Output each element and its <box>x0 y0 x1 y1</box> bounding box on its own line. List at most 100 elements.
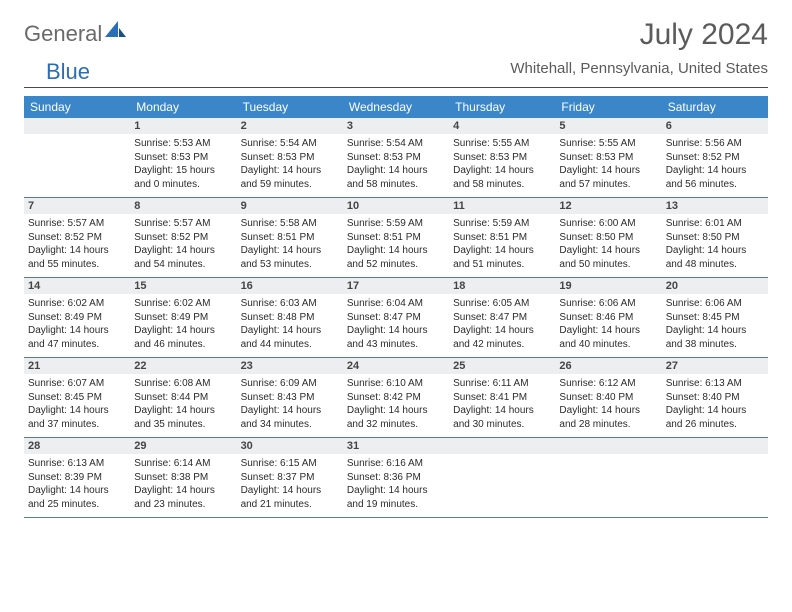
daylight-text: and 26 minutes. <box>666 418 764 432</box>
day-number: 29 <box>130 438 236 454</box>
daylight-text: and 58 minutes. <box>347 178 445 192</box>
dow-friday: Friday <box>555 96 661 118</box>
daylight-text: Daylight: 14 hours <box>241 164 339 178</box>
day-cell-10: 10Sunrise: 5:59 AMSunset: 8:51 PMDayligh… <box>343 198 449 277</box>
daylight-text: Daylight: 14 hours <box>28 324 126 338</box>
daylight-text: and 38 minutes. <box>666 338 764 352</box>
day-number: 6 <box>662 118 768 134</box>
day-number: 5 <box>555 118 661 134</box>
day-cell-26: 26Sunrise: 6:12 AMSunset: 8:40 PMDayligh… <box>555 358 661 437</box>
day-cell-1: 1Sunrise: 5:53 AMSunset: 8:53 PMDaylight… <box>130 118 236 197</box>
sunrise-text: Sunrise: 5:59 AM <box>453 217 551 231</box>
header-rule <box>24 87 768 88</box>
day-number: 12 <box>555 198 661 214</box>
sunrise-text: Sunrise: 5:56 AM <box>666 137 764 151</box>
sunset-text: Sunset: 8:53 PM <box>347 151 445 165</box>
sunrise-text: Sunrise: 6:02 AM <box>134 297 232 311</box>
daylight-text: and 53 minutes. <box>241 258 339 272</box>
sunrise-text: Sunrise: 6:13 AM <box>28 457 126 471</box>
sunrise-text: Sunrise: 5:54 AM <box>241 137 339 151</box>
day-cell-19: 19Sunrise: 6:06 AMSunset: 8:46 PMDayligh… <box>555 278 661 357</box>
sunset-text: Sunset: 8:49 PM <box>28 311 126 325</box>
daylight-text: Daylight: 14 hours <box>241 324 339 338</box>
day-number: 15 <box>130 278 236 294</box>
daylight-text: and 51 minutes. <box>453 258 551 272</box>
sunrise-text: Sunrise: 6:15 AM <box>241 457 339 471</box>
daylight-text: and 56 minutes. <box>666 178 764 192</box>
daylight-text: and 40 minutes. <box>559 338 657 352</box>
sunrise-text: Sunrise: 5:57 AM <box>134 217 232 231</box>
day-number: 8 <box>130 198 236 214</box>
title-block: July 2024 Whitehall, Pennsylvania, Unite… <box>510 18 768 77</box>
sunset-text: Sunset: 8:52 PM <box>666 151 764 165</box>
sunset-text: Sunset: 8:51 PM <box>453 231 551 245</box>
sunrise-text: Sunrise: 6:14 AM <box>134 457 232 471</box>
day-number: 4 <box>449 118 555 134</box>
daylight-text: and 58 minutes. <box>453 178 551 192</box>
brand-logo: General <box>24 18 129 45</box>
day-cell-6: 6Sunrise: 5:56 AMSunset: 8:52 PMDaylight… <box>662 118 768 197</box>
day-cell-31: 31Sunrise: 6:16 AMSunset: 8:36 PMDayligh… <box>343 438 449 517</box>
daylight-text: and 54 minutes. <box>134 258 232 272</box>
sunrise-text: Sunrise: 5:59 AM <box>347 217 445 231</box>
day-cell-18: 18Sunrise: 6:05 AMSunset: 8:47 PMDayligh… <box>449 278 555 357</box>
sunset-text: Sunset: 8:50 PM <box>666 231 764 245</box>
sunset-text: Sunset: 8:40 PM <box>559 391 657 405</box>
sunset-text: Sunset: 8:49 PM <box>134 311 232 325</box>
brand-word-1: General <box>24 23 102 45</box>
sunset-text: Sunset: 8:53 PM <box>559 151 657 165</box>
sunrise-text: Sunrise: 6:01 AM <box>666 217 764 231</box>
day-cell-empty: . <box>555 438 661 517</box>
daylight-text: and 43 minutes. <box>347 338 445 352</box>
daylight-text: and 34 minutes. <box>241 418 339 432</box>
month-title: July 2024 <box>510 18 768 52</box>
day-number: 13 <box>662 198 768 214</box>
week-row: 7Sunrise: 5:57 AMSunset: 8:52 PMDaylight… <box>24 198 768 278</box>
day-cell-empty: . <box>662 438 768 517</box>
dow-tuesday: Tuesday <box>237 96 343 118</box>
sunrise-text: Sunrise: 6:16 AM <box>347 457 445 471</box>
day-cell-27: 27Sunrise: 6:13 AMSunset: 8:40 PMDayligh… <box>662 358 768 437</box>
brand-sail-icon <box>105 20 127 43</box>
daylight-text: and 42 minutes. <box>453 338 551 352</box>
day-number: 19 <box>555 278 661 294</box>
day-number: 16 <box>237 278 343 294</box>
daylight-text: Daylight: 14 hours <box>453 164 551 178</box>
dow-monday: Monday <box>130 96 236 118</box>
day-number: 22 <box>130 358 236 374</box>
daylight-text: Daylight: 14 hours <box>28 484 126 498</box>
daylight-text: Daylight: 14 hours <box>134 484 232 498</box>
daylight-text: and 55 minutes. <box>28 258 126 272</box>
day-number: 11 <box>449 198 555 214</box>
day-number: 17 <box>343 278 449 294</box>
day-cell-9: 9Sunrise: 5:58 AMSunset: 8:51 PMDaylight… <box>237 198 343 277</box>
day-number: 9 <box>237 198 343 214</box>
day-number: 18 <box>449 278 555 294</box>
sunset-text: Sunset: 8:47 PM <box>347 311 445 325</box>
location-text: Whitehall, Pennsylvania, United States <box>510 60 768 77</box>
sunrise-text: Sunrise: 6:09 AM <box>241 377 339 391</box>
day-number: 20 <box>662 278 768 294</box>
daylight-text: Daylight: 14 hours <box>453 324 551 338</box>
day-number: 26 <box>555 358 661 374</box>
sunset-text: Sunset: 8:51 PM <box>241 231 339 245</box>
sunrise-text: Sunrise: 5:55 AM <box>559 137 657 151</box>
sunset-text: Sunset: 8:45 PM <box>666 311 764 325</box>
daylight-text: and 35 minutes. <box>134 418 232 432</box>
daylight-text: and 28 minutes. <box>559 418 657 432</box>
day-number: 14 <box>24 278 130 294</box>
sunrise-text: Sunrise: 6:05 AM <box>453 297 551 311</box>
daylight-text: and 25 minutes. <box>28 498 126 512</box>
day-cell-17: 17Sunrise: 6:04 AMSunset: 8:47 PMDayligh… <box>343 278 449 357</box>
daylight-text: and 37 minutes. <box>28 418 126 432</box>
day-cell-14: 14Sunrise: 6:02 AMSunset: 8:49 PMDayligh… <box>24 278 130 357</box>
dow-saturday: Saturday <box>662 96 768 118</box>
day-number: 7 <box>24 198 130 214</box>
day-number: 10 <box>343 198 449 214</box>
day-cell-16: 16Sunrise: 6:03 AMSunset: 8:48 PMDayligh… <box>237 278 343 357</box>
sunset-text: Sunset: 8:39 PM <box>28 471 126 485</box>
daylight-text: Daylight: 14 hours <box>241 484 339 498</box>
day-cell-23: 23Sunrise: 6:09 AMSunset: 8:43 PMDayligh… <box>237 358 343 437</box>
daylight-text: Daylight: 14 hours <box>28 244 126 258</box>
sunset-text: Sunset: 8:51 PM <box>347 231 445 245</box>
